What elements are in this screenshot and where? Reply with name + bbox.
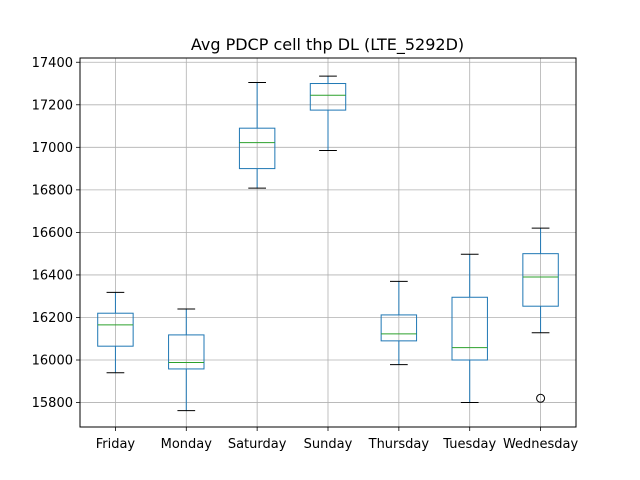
box-tuesday [451, 253, 488, 404]
x-tick-label: Sunday [304, 437, 353, 452]
y-tick-label: 16800 [32, 183, 73, 198]
box-monday [168, 308, 205, 412]
y-tick-label: 16200 [32, 311, 73, 326]
box-iqr [451, 296, 488, 361]
x-tick-label: Saturday [228, 437, 287, 452]
chart-title: Avg PDCP cell thp DL (LTE_5292D) [191, 35, 464, 55]
y-tick-label: 16600 [32, 226, 73, 241]
y-tick-label: 17000 [32, 141, 73, 156]
box-saturday [238, 81, 276, 189]
box-iqr [97, 312, 134, 347]
box-iqr [238, 127, 276, 170]
flier-point [536, 393, 546, 403]
boxes-layer [97, 75, 559, 412]
y-tick-label: 17200 [32, 98, 73, 113]
x-tick-label: Wednesday [503, 437, 579, 452]
box-thursday [380, 280, 418, 366]
box-iqr [522, 253, 559, 307]
box-sunday [309, 75, 347, 152]
box-wednesday [522, 227, 559, 403]
box-friday [97, 291, 134, 374]
y-tick-label: 17400 [32, 56, 73, 71]
y-tick-label: 15800 [32, 396, 73, 411]
box-iqr [309, 83, 347, 111]
box-iqr [380, 314, 418, 342]
x-tick-label: Tuesday [442, 437, 496, 452]
x-tick-label: Monday [161, 437, 213, 452]
x-tick-label: Thursday [368, 437, 430, 452]
x-tick-label: Friday [96, 437, 136, 452]
axes-layer: 15800 16000 16200 16400 16600 16800 17000 17200… [32, 56, 579, 452]
y-tick-label: 16000 [32, 354, 73, 369]
box-iqr [168, 334, 205, 370]
y-tick-label: 16400 [32, 268, 73, 283]
